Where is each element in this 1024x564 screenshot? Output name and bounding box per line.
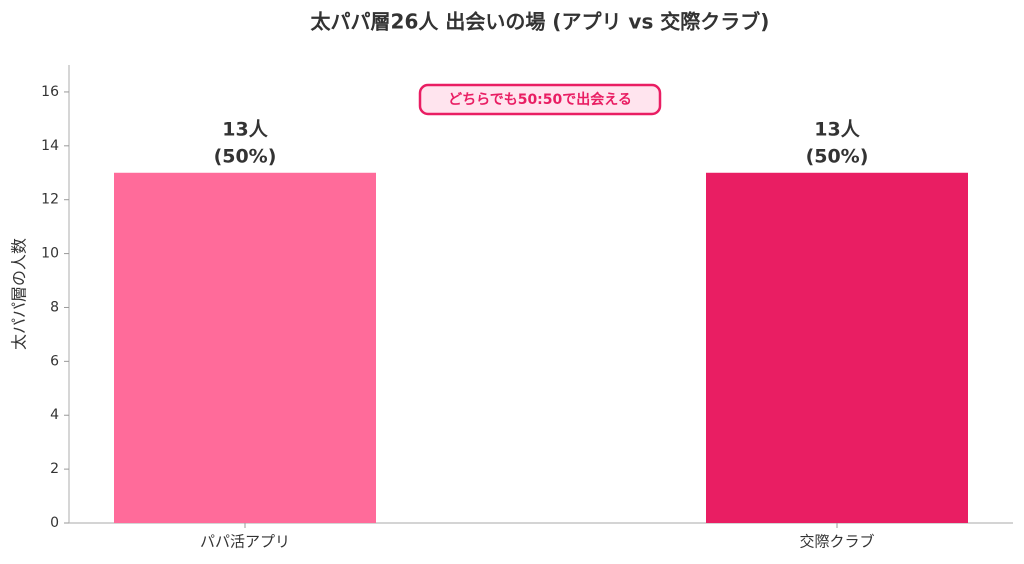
y-tick-label: 8 [50, 299, 59, 315]
x-tick-label: パパ活アプリ [200, 533, 290, 551]
y-tick-label: 14 [41, 138, 59, 154]
annotation: どちらでも50:50で出会える [448, 91, 632, 108]
y-tick-label: 0 [50, 515, 59, 531]
value-label: (50%) [806, 145, 869, 167]
y-tick-label: 6 [50, 353, 59, 369]
chart-title: 太パパ層26人 出会いの場 (アプリ vs 交際クラブ) [311, 10, 770, 34]
bar [114, 172, 376, 523]
y-tick-label: 12 [41, 192, 59, 208]
annotation-box [418, 83, 662, 116]
bar [706, 172, 968, 523]
y-tick-label: 16 [41, 84, 59, 100]
y-axis-label: 太パパ層の人数 [10, 238, 29, 350]
value-label: (50%) [214, 145, 277, 167]
y-tick-label: 4 [50, 407, 59, 423]
value-label: 13人 [222, 118, 268, 140]
value-label: 13人 [814, 118, 860, 140]
x-tick-label: 交際クラブ [799, 533, 874, 551]
y-tick-label: 10 [41, 246, 59, 262]
y-tick-label: 2 [50, 461, 59, 477]
